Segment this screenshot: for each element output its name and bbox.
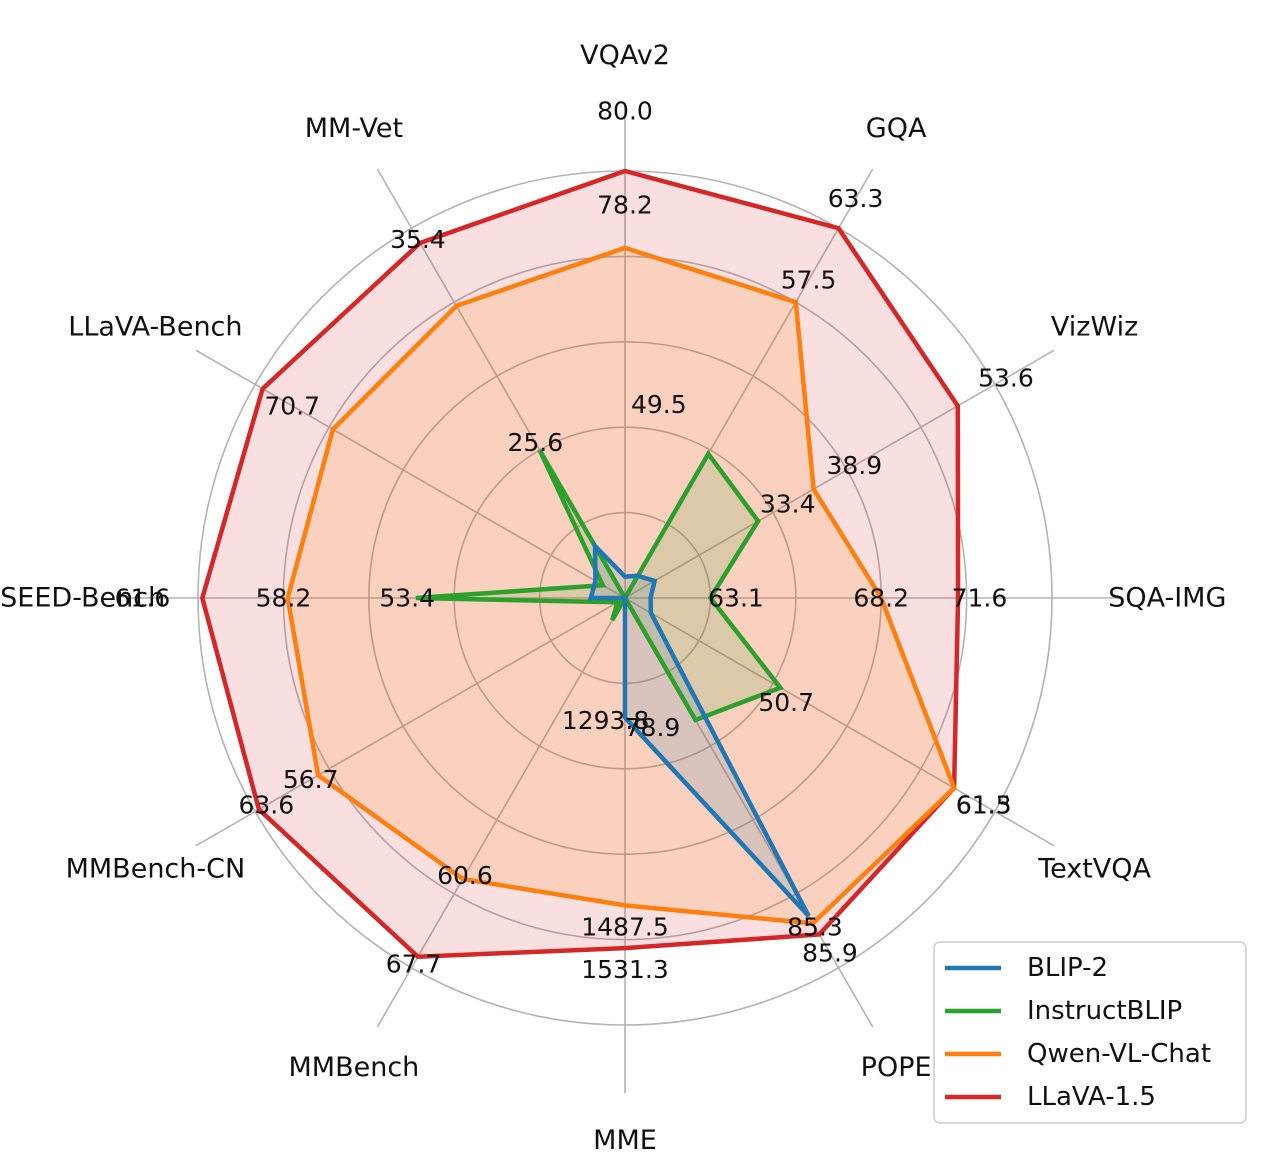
value-label: 85.9: [802, 939, 858, 968]
legend-box: [933, 941, 1247, 1124]
axis-label: LLaVA-Bench: [68, 311, 242, 342]
radar-grid: [129, 102, 1121, 1094]
axis-label: MM-Vet: [305, 113, 403, 144]
axis-label: TextVQA: [1037, 854, 1151, 885]
legend-entry: BLIP-2: [1027, 953, 1108, 983]
grid-spoke: [624, 597, 1055, 847]
value-label: 61.5: [956, 791, 1012, 820]
value-label: 61.3: [956, 791, 1012, 820]
grid-spoke: [195, 349, 626, 599]
value-label: 78.2: [597, 191, 653, 220]
value-label: 67.7: [386, 950, 442, 979]
legend-entry: Qwen-VL-Chat: [1027, 1039, 1211, 1069]
axis-label: VizWiz: [1051, 311, 1138, 342]
value-label: 57.5: [781, 266, 837, 295]
value-label: 35.4: [390, 225, 446, 254]
value-label: 63.6: [238, 791, 294, 820]
series-fill-llava-1-5: [202, 171, 959, 957]
value-label: 63.3: [828, 184, 884, 213]
legend-entry: InstructBLIP: [1027, 996, 1182, 1026]
value-label: 53.6: [978, 364, 1034, 393]
axis-label: MMBench-CN: [66, 854, 246, 885]
series-line-blip-2: [587, 540, 811, 918]
value-label: 70.7: [264, 391, 320, 420]
value-label: 60.6: [437, 861, 493, 890]
value-label: 25.6: [507, 428, 563, 457]
value-label: 58.2: [256, 584, 312, 613]
series-line-qwen-vl-chat: [285, 245, 957, 926]
axis-label: POPE: [861, 1052, 932, 1083]
value-labels: 80.0 78.2 49.5 63.3 57.5 53.6 38.9 33.4 71.6 68.2…: [115, 97, 1034, 984]
value-label: 33.4: [760, 490, 816, 519]
axis-label: SQA-IMG: [1108, 583, 1226, 614]
axis-label: MME: [593, 1125, 657, 1152]
value-label: 78.9: [625, 713, 681, 742]
legend-entry: LLaVA-1.5: [1027, 1082, 1156, 1112]
value-label: 1293.8: [562, 706, 649, 735]
series-fill-blip-2: [590, 546, 809, 916]
value-label: 68.2: [853, 584, 909, 613]
grid-spoke: [624, 349, 1055, 599]
legend: BLIP-2 InstructBLIP Qwen-VL-Chat LLaVA-1.5: [933, 941, 1247, 1124]
axis-label: MMBench: [289, 1052, 420, 1083]
value-label: 61.6: [115, 584, 171, 613]
value-label: 85.3: [787, 913, 843, 942]
value-label: 1487.5: [581, 912, 668, 941]
value-label: 1531.3: [581, 955, 668, 984]
axis-label: SEED-Bench: [0, 583, 165, 614]
value-label: 49.5: [631, 390, 687, 419]
value-label: 38.9: [826, 451, 882, 480]
value-label: 63.1: [708, 584, 764, 613]
axis-labels: VQAv2 GQA VizWiz SQA-IMG TextVQA POPE MME MMBen…: [0, 40, 1226, 1152]
value-label: 50.7: [758, 688, 814, 717]
value-label: 53.4: [379, 584, 435, 613]
series-fills: [202, 171, 959, 957]
value-label: 71.6: [952, 584, 1008, 613]
series-fill-instructblip: [415, 450, 781, 720]
series-lines: [199, 168, 961, 959]
series-line-llava-1-5: [199, 168, 961, 959]
value-label: 56.7: [283, 765, 339, 794]
grid-spoke: [195, 597, 626, 847]
series-fill-qwen-vl-chat: [287, 247, 955, 924]
value-label: 80.0: [597, 97, 653, 126]
axis-label: GQA: [866, 113, 927, 144]
axis-label: VQAv2: [580, 40, 670, 71]
